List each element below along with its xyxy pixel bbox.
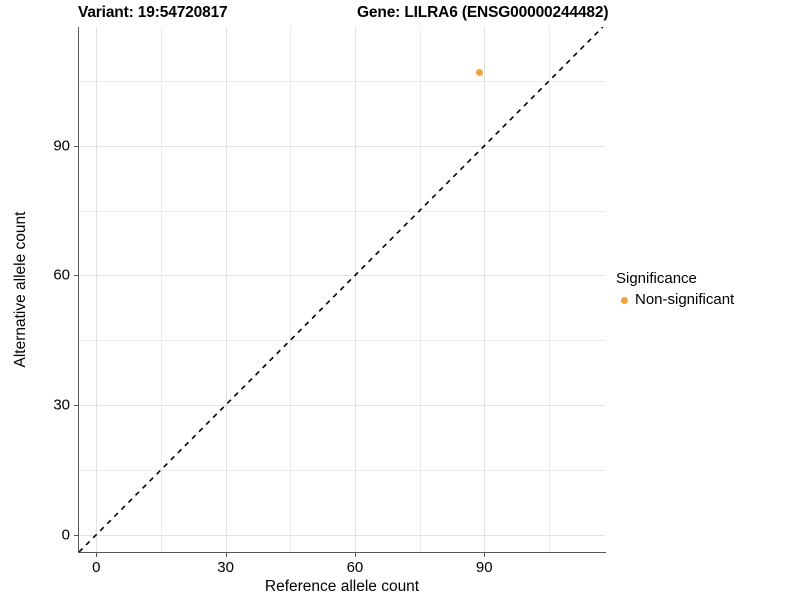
gridline-y-30 [79,405,605,407]
legend-item-non-significant[interactable]: Non-significant [616,291,734,309]
x-tick-label-0: 0 [92,559,101,576]
gridline-x-0 [96,27,98,552]
x-tick-mark-30 [225,553,227,557]
x-tick-label-90: 90 [475,559,493,576]
y-tick-label-90: 90 [53,137,70,155]
y-tick-label-0: 0 [61,526,70,544]
x-axis-label: Reference allele count [264,578,420,595]
legend-title: Significance [616,270,697,287]
title-bar: Variant: 19:54720817 Gene: LILRA6 (ENSG0… [0,0,800,28]
data-point[interactable] [476,68,484,76]
gene-title: Gene: LILRA6 (ENSG00000244482) [357,4,609,21]
gridline-y-60 [79,275,605,277]
gridline-y-75 [79,210,605,212]
gridline-y-15 [79,469,605,471]
identity-line-path [79,27,604,552]
y-tick-mark-90 [74,145,78,147]
x-tick-label-60: 60 [346,559,364,576]
y-tick-label-60: 60 [53,266,70,284]
plot-panel [79,27,605,552]
y-axis-label: Alternative allele count [12,211,29,368]
y-tick-label-30: 30 [53,396,70,414]
x-axis-line [78,552,606,554]
circle-marker [616,292,633,309]
gridline-y-105 [79,81,605,82]
x-tick-mark-90 [484,553,486,557]
variant-title: Variant: 19:54720817 [78,4,228,21]
identity-line [79,27,604,552]
gridline-y-0 [79,534,605,536]
x-tick-mark-60 [354,553,356,557]
gridline-x-45 [290,27,292,552]
gridline-y-90 [79,145,605,147]
y-tick-mark-0 [74,534,78,536]
y-tick-mark-30 [74,405,78,407]
gridline-x-105 [548,27,550,552]
gridline-x-15 [160,27,162,552]
gridline-x-30 [225,27,227,552]
legend-items: Non-significant [616,291,734,309]
x-tick-mark-0 [96,553,98,557]
legend-item-label: Non-significant [635,291,735,308]
y-axis-line [78,27,80,553]
legend-dot [621,296,628,304]
legend: Significance Non-significant [616,270,734,309]
gridline-x-60 [354,27,356,552]
gridline-x-75 [419,27,421,552]
y-tick-mark-60 [74,275,78,277]
gridline-y-45 [79,340,605,342]
gridline-x-90 [484,27,486,552]
x-tick-label-30: 30 [217,559,234,576]
